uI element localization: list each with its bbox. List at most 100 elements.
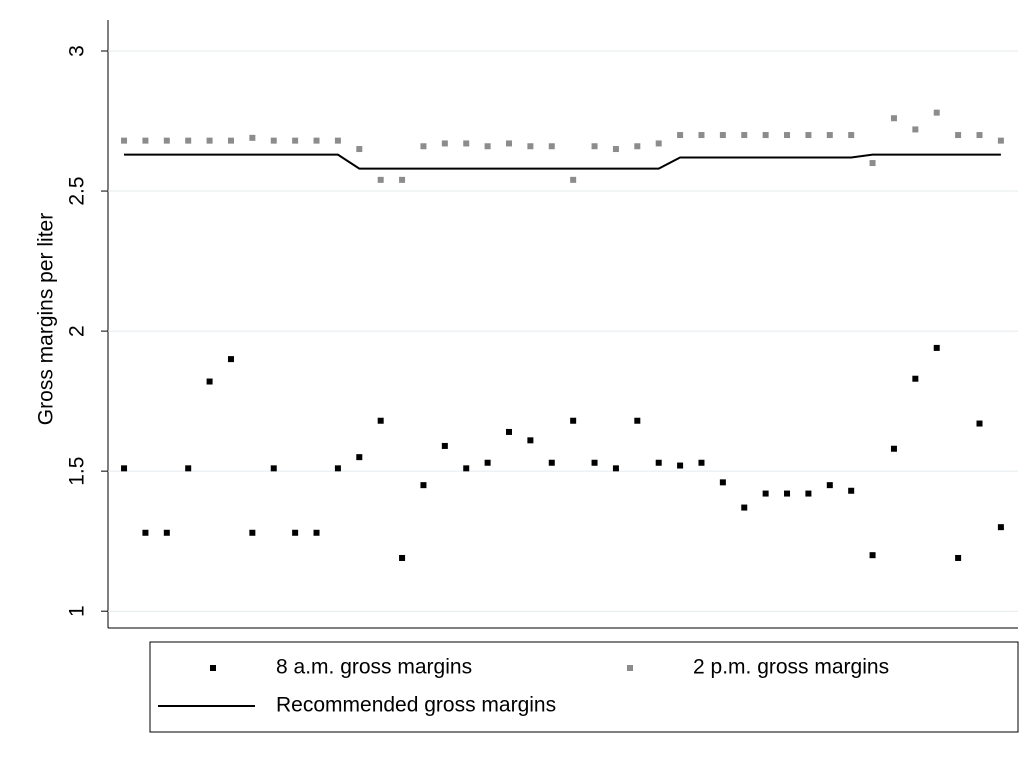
point (762, 132, 769, 139)
legend-label: 8 a.m. gross margins (276, 656, 472, 679)
point (698, 132, 705, 139)
point (826, 132, 833, 139)
point (912, 126, 919, 133)
point (185, 137, 192, 144)
point (313, 529, 320, 536)
point (142, 529, 149, 536)
point (334, 137, 341, 144)
point (334, 465, 341, 472)
point (890, 115, 897, 122)
point (655, 140, 662, 147)
point (399, 176, 406, 183)
point (420, 143, 427, 150)
point (634, 143, 641, 150)
point (420, 482, 427, 489)
point (377, 176, 384, 183)
point (270, 465, 277, 472)
point (869, 552, 876, 559)
point (976, 420, 983, 427)
point (591, 459, 598, 466)
point (591, 143, 598, 150)
point (185, 465, 192, 472)
point (548, 459, 555, 466)
y-tick-label: 2.5 (66, 176, 89, 205)
point (441, 140, 448, 147)
point (741, 504, 748, 511)
point (292, 137, 299, 144)
point (719, 479, 726, 486)
point (655, 459, 662, 466)
point (826, 482, 833, 489)
y-tick-label: 1.5 (66, 457, 89, 486)
point (227, 356, 234, 363)
point (570, 176, 577, 183)
point (997, 524, 1004, 531)
point (249, 134, 256, 141)
point (805, 490, 812, 497)
point (762, 490, 769, 497)
point (356, 146, 363, 153)
point (505, 140, 512, 147)
legend-label: 2 p.m. gross margins (693, 656, 889, 679)
point (484, 143, 491, 150)
point (848, 487, 855, 494)
point (955, 554, 962, 561)
point (163, 529, 170, 536)
y-tick-label: 3 (66, 45, 89, 57)
point (505, 428, 512, 435)
point (377, 417, 384, 424)
point (313, 137, 320, 144)
point (933, 109, 940, 116)
point (634, 417, 641, 424)
y-tick-label: 1 (66, 605, 89, 617)
point (933, 344, 940, 351)
point (677, 462, 684, 469)
line (124, 153, 1001, 170)
point (206, 137, 213, 144)
point (955, 132, 962, 139)
point (441, 442, 448, 449)
point (612, 146, 619, 153)
point (527, 143, 534, 150)
point (677, 132, 684, 139)
point (719, 132, 726, 139)
point (548, 143, 555, 150)
point (570, 417, 577, 424)
point (227, 137, 234, 144)
point (805, 132, 812, 139)
point (784, 132, 791, 139)
point (121, 137, 128, 144)
point (890, 445, 897, 452)
point (976, 132, 983, 139)
point (399, 554, 406, 561)
point (206, 378, 213, 385)
point (249, 529, 256, 536)
point (997, 137, 1004, 144)
point (270, 137, 277, 144)
point (463, 140, 470, 147)
legend-label: Recommended gross margins (276, 694, 556, 717)
point (163, 137, 170, 144)
legend-box (149, 641, 1019, 733)
point (484, 459, 491, 466)
point (848, 132, 855, 139)
point (784, 490, 791, 497)
point (463, 465, 470, 472)
point (912, 375, 919, 382)
point (121, 465, 128, 472)
y-axis-label: Gross margins per liter (35, 213, 58, 425)
point (292, 529, 299, 536)
point (698, 459, 705, 466)
point (869, 160, 876, 167)
point (527, 437, 534, 444)
point (356, 454, 363, 461)
point (612, 465, 619, 472)
point (741, 132, 748, 139)
legend-swatch (210, 665, 216, 671)
y-tick-label: 2 (66, 325, 89, 337)
point (142, 137, 149, 144)
legend-swatch (627, 665, 633, 671)
